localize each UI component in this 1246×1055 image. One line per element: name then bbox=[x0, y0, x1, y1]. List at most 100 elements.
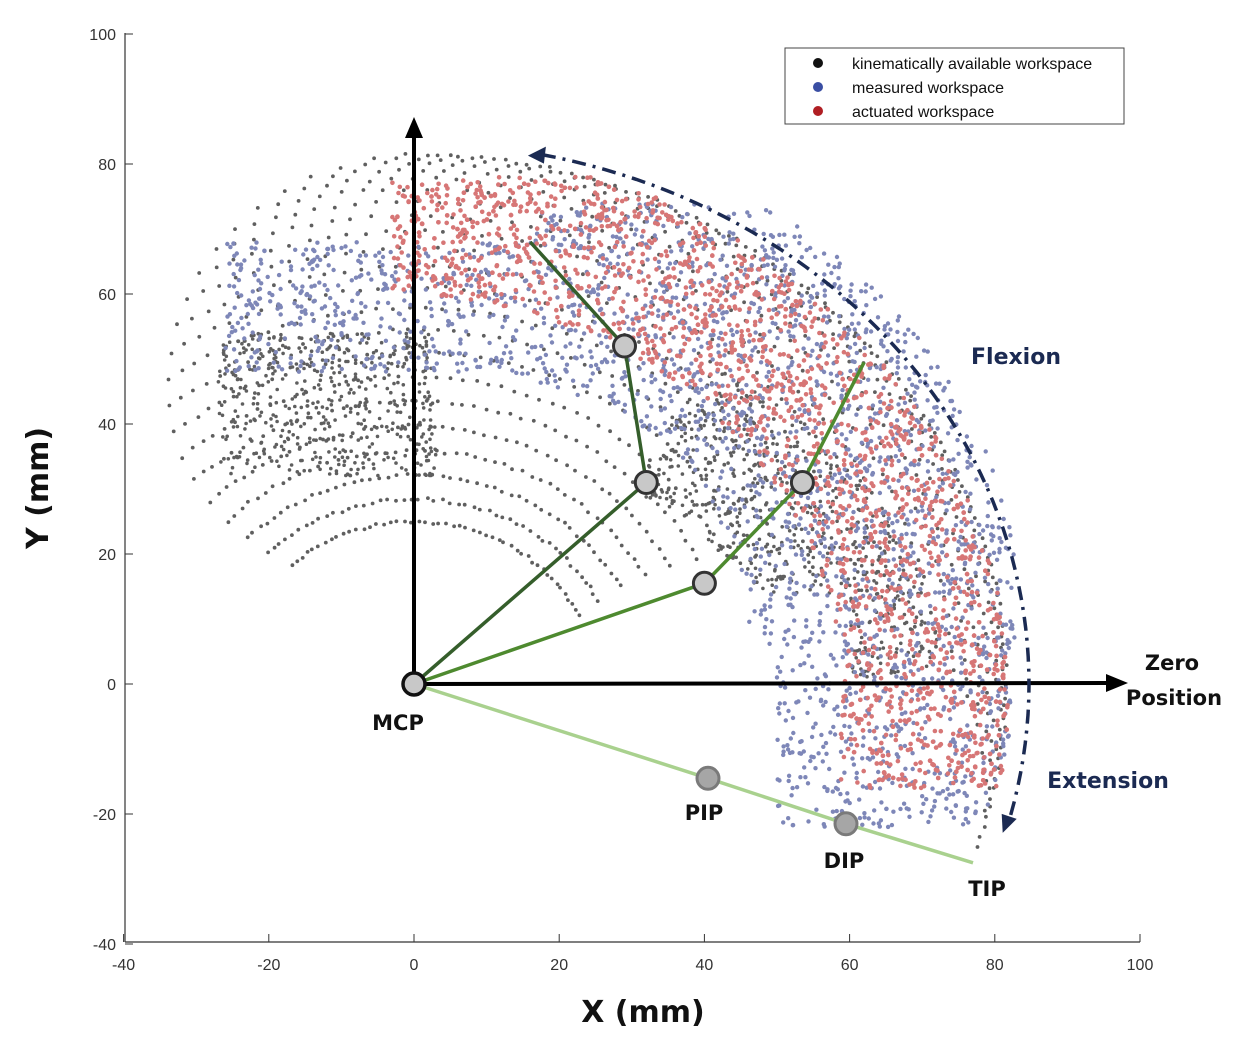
kinematic-point bbox=[745, 452, 749, 457]
kinematic-point bbox=[458, 477, 463, 482]
measured-point bbox=[689, 361, 694, 366]
measured-point bbox=[510, 368, 515, 373]
kinematic-point bbox=[658, 495, 662, 500]
kinematic-point bbox=[236, 414, 240, 419]
measured-point bbox=[447, 349, 452, 354]
measured-point bbox=[779, 256, 785, 261]
measured-point bbox=[758, 612, 763, 617]
measured-point bbox=[832, 264, 837, 270]
kinematic-point bbox=[486, 382, 491, 387]
measured-point bbox=[848, 620, 854, 625]
kinematic-point bbox=[370, 501, 375, 506]
measured-point bbox=[785, 747, 791, 752]
measured-point bbox=[1006, 645, 1011, 651]
kinematic-point bbox=[178, 395, 183, 400]
measured-point bbox=[649, 404, 654, 409]
measured-point bbox=[984, 650, 989, 655]
measured-point bbox=[925, 349, 930, 354]
kinematic-point bbox=[864, 554, 868, 559]
kinematic-point bbox=[782, 574, 786, 579]
measured-point bbox=[745, 483, 750, 488]
kinematic-point bbox=[710, 539, 714, 544]
measured-point bbox=[675, 309, 681, 314]
measured-point bbox=[501, 248, 507, 253]
measured-point bbox=[491, 312, 496, 318]
kinematic-point bbox=[237, 455, 242, 459]
measured-point bbox=[985, 802, 991, 807]
kinematic-point bbox=[238, 434, 243, 438]
measured-point bbox=[837, 261, 842, 266]
kinematic-point bbox=[694, 557, 699, 562]
kinematic-point bbox=[287, 449, 292, 454]
measured-point bbox=[505, 314, 510, 319]
measured-point bbox=[790, 467, 796, 472]
measured-point bbox=[847, 345, 853, 350]
kinematic-point bbox=[492, 157, 496, 161]
measured-point bbox=[933, 590, 938, 595]
measured-point bbox=[899, 675, 904, 681]
measured-point bbox=[716, 506, 721, 511]
measured-point bbox=[761, 263, 767, 268]
measured-point bbox=[662, 420, 667, 426]
kinematic-point bbox=[744, 500, 749, 504]
measured-point bbox=[829, 270, 834, 276]
measured-point bbox=[674, 282, 680, 288]
kinematic-point bbox=[661, 453, 666, 458]
kinematic-point bbox=[429, 449, 434, 454]
kinematic-point bbox=[401, 188, 406, 193]
measured-point bbox=[471, 312, 476, 317]
kinematic-point bbox=[964, 677, 969, 681]
measured-point bbox=[809, 754, 814, 759]
measured-point bbox=[922, 706, 927, 711]
actuated-point bbox=[689, 311, 694, 317]
measured-point bbox=[419, 330, 424, 335]
kinematic-point bbox=[718, 436, 722, 441]
kinematic-point bbox=[294, 419, 299, 424]
kinematic-point bbox=[585, 444, 589, 449]
measured-point bbox=[842, 326, 847, 332]
kinematic-point bbox=[852, 561, 857, 566]
kinematic-point bbox=[250, 469, 255, 474]
measured-point bbox=[896, 314, 902, 319]
measured-point bbox=[332, 322, 337, 327]
measured-point bbox=[932, 405, 937, 410]
measured-point bbox=[830, 476, 835, 481]
measured-point bbox=[923, 720, 928, 725]
measured-point bbox=[495, 359, 500, 364]
kinematic-point bbox=[831, 332, 835, 336]
kinematic-point bbox=[359, 310, 364, 315]
measured-point bbox=[889, 822, 895, 828]
kinematic-point bbox=[834, 455, 839, 459]
kinematic-point bbox=[575, 411, 579, 415]
measured-point bbox=[914, 417, 919, 423]
kinematic-point bbox=[408, 336, 413, 341]
kinematic-point bbox=[354, 504, 358, 508]
measured-point bbox=[617, 236, 623, 241]
kinematic-point bbox=[390, 427, 395, 432]
kinematic-point bbox=[819, 348, 823, 352]
measured-point bbox=[380, 353, 385, 359]
measured-point bbox=[961, 779, 966, 785]
kinematic-point bbox=[216, 380, 221, 384]
kinematic-point bbox=[357, 385, 362, 389]
measured-point bbox=[951, 737, 956, 742]
measured-point bbox=[770, 433, 775, 438]
kinematic-point bbox=[336, 458, 341, 462]
kinematic-point bbox=[343, 374, 347, 378]
kinematic-point bbox=[305, 362, 310, 367]
kinematic-point bbox=[271, 231, 275, 236]
kinematic-point bbox=[457, 502, 461, 507]
kinematic-point bbox=[333, 390, 337, 394]
measured-point bbox=[602, 275, 607, 281]
measured-point bbox=[948, 768, 953, 773]
measured-point bbox=[988, 532, 994, 537]
kinematic-point bbox=[355, 332, 360, 337]
measured-point bbox=[321, 339, 326, 344]
measured-point bbox=[803, 688, 808, 693]
measured-point bbox=[642, 423, 647, 428]
measured-point bbox=[458, 341, 463, 346]
measured-point bbox=[679, 425, 684, 431]
measured-point bbox=[757, 305, 763, 311]
measured-point bbox=[908, 509, 914, 514]
measured-point bbox=[944, 806, 949, 811]
